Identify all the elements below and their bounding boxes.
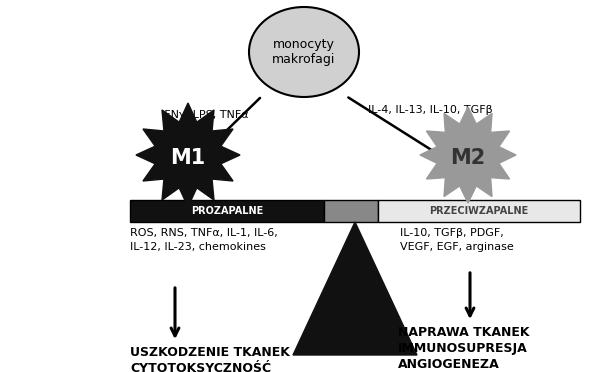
Bar [130,200,323,222]
Text: ROS, RNS, TNFα, IL-1, IL-6,
IL-12, IL-23, chemokines: ROS, RNS, TNFα, IL-1, IL-6, IL-12, IL-23… [130,228,278,252]
Text: NAPRAWA TKANEK
IMMUNOSUPRESJA
ANGIOGENEZA: NAPRAWA TKANEK IMMUNOSUPRESJA ANGIOGENEZ… [398,326,529,371]
Bar [323,200,378,222]
Ellipse shape [249,7,359,97]
Text: PRZECIWZAPALNE: PRZECIWZAPALNE [429,206,529,216]
Text: M1: M1 [171,148,206,168]
Text: IFNγ, LPS, TNFα: IFNγ, LPS, TNFα [161,110,249,120]
Bar [378,200,580,222]
Text: IL-4, IL-13, IL-10, TGFβ: IL-4, IL-13, IL-10, TGFβ [368,105,492,115]
Text: monocyty
makrofagi: monocyty makrofagi [272,38,336,66]
Text: PROZAPALNE: PROZAPALNE [191,206,263,216]
Text: USZKODZENIE TKANEK
CYTOTOKSYCZNOŚĆ: USZKODZENIE TKANEK CYTOTOKSYCZNOŚĆ [130,346,290,372]
Text: M2: M2 [451,148,485,168]
Text: IL-10, TGFβ, PDGF,
VEGF, EGF, arginase: IL-10, TGFβ, PDGF, VEGF, EGF, arginase [400,228,514,252]
Polygon shape [136,103,240,207]
Polygon shape [293,222,417,355]
Polygon shape [420,107,516,203]
